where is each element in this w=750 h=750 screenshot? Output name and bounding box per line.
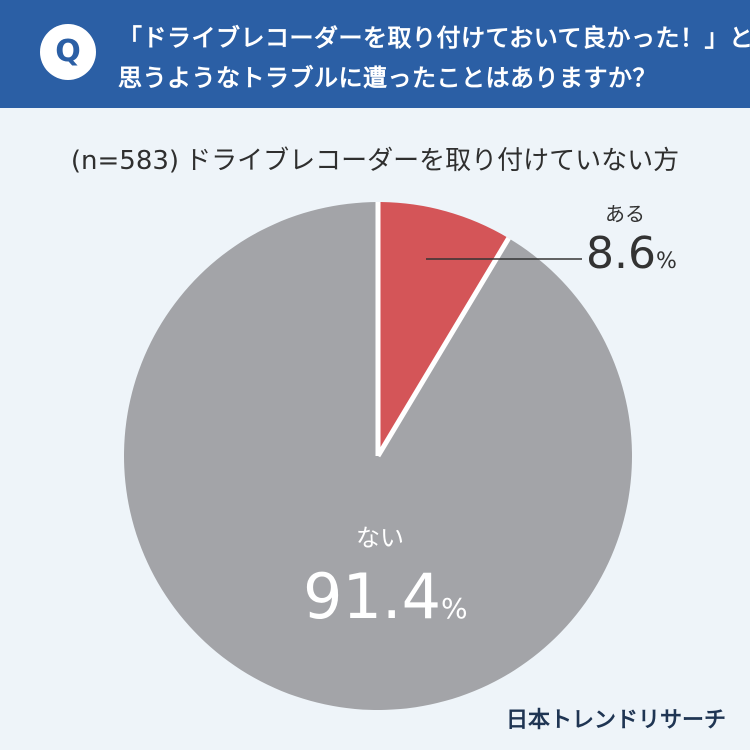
slice-percent-nai: 91.4% bbox=[303, 560, 468, 633]
respondent-group: ドライブレコーダーを取り付けていない方 bbox=[185, 146, 680, 176]
chart-subtitle: (n=583) ドライブレコーダーを取り付けていない方 bbox=[0, 140, 750, 177]
percent-sign-nai: % bbox=[441, 592, 468, 625]
slice-value-nai: 91.4 bbox=[303, 560, 442, 633]
question-badge: Q bbox=[40, 24, 96, 80]
question-text-line2: 思うようなトラブルに遭ったことはありますか？ bbox=[118, 64, 657, 92]
question-text-line1: 「ドライブレコーダーを取り付けておいて良かった！」と bbox=[118, 24, 750, 52]
sample-size: (n=583) bbox=[70, 146, 180, 176]
slice-label-nai: ない bbox=[356, 524, 404, 552]
pie-slice-aru bbox=[378, 202, 509, 456]
slice-percent-aru: 8.6% bbox=[586, 228, 677, 279]
slice-separator bbox=[375, 236, 511, 458]
slice-value-aru: 8.6 bbox=[586, 228, 656, 279]
slice-label-aru: ある bbox=[605, 202, 645, 226]
brand-logo-text: 日本トレンドリサーチ bbox=[505, 708, 726, 733]
question-header: Q 「ドライブレコーダーを取り付けておいて良かった！」と 思うようなトラブルに遭… bbox=[0, 0, 750, 108]
percent-sign-aru: % bbox=[655, 249, 677, 274]
